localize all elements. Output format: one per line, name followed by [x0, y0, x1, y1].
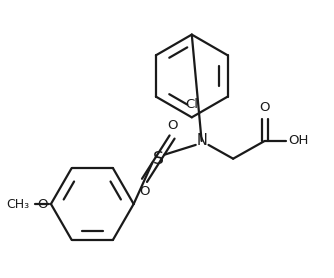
Text: N: N [196, 133, 207, 148]
Text: OH: OH [288, 135, 309, 147]
Text: Cl: Cl [185, 98, 198, 111]
Text: CH₃: CH₃ [6, 197, 29, 210]
Text: O: O [167, 119, 177, 132]
Text: O: O [260, 101, 270, 114]
Text: O: O [139, 185, 150, 198]
Text: O: O [37, 197, 48, 210]
Text: S: S [153, 150, 164, 168]
